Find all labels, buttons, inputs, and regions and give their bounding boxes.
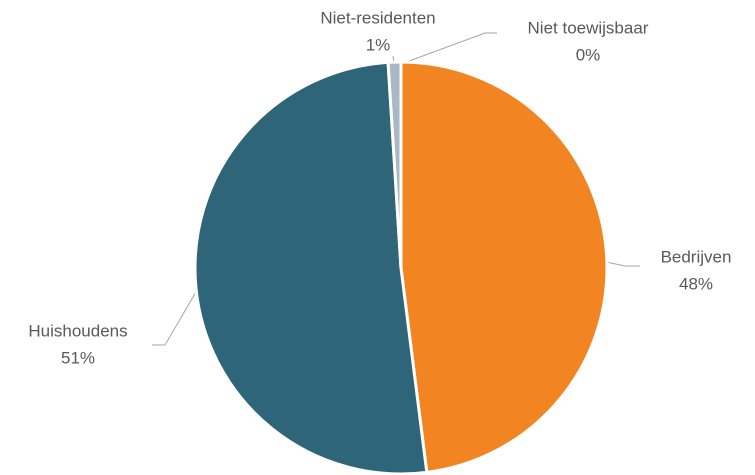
slice-label: Huishoudens	[28, 321, 127, 340]
slice-label: Niet-residenten	[320, 8, 435, 27]
slice-value-label: 48%	[679, 274, 713, 293]
slice-label: Niet toewijsbaar	[528, 18, 649, 37]
leader-line	[152, 291, 197, 346]
slice-value-label: 1%	[366, 35, 391, 54]
pie-slice	[399, 60, 609, 474]
slice-value-label: 0%	[576, 45, 601, 64]
slice-label: Bedrijven	[661, 247, 732, 266]
pie-slice	[193, 60, 429, 475]
leader-line	[605, 261, 640, 267]
leader-line	[400, 32, 497, 65]
slice-value-label: 51%	[61, 348, 95, 367]
